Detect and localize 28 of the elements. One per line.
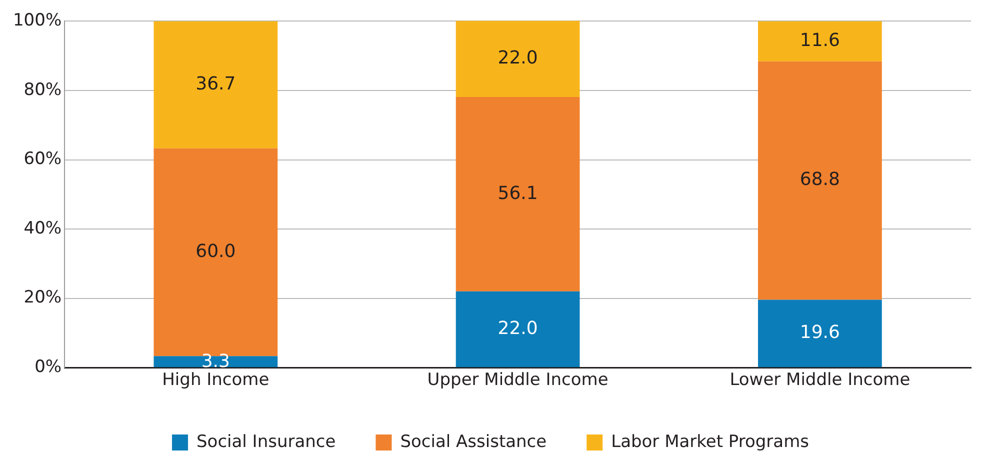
data-label: 56.1 <box>498 182 538 204</box>
bar <box>758 300 882 368</box>
x-tick-label: Upper Middle Income <box>427 370 608 390</box>
data-label: 3.3 <box>201 350 230 372</box>
y-tick-label: 100% <box>12 10 62 31</box>
data-label: 36.7 <box>196 73 236 94</box>
data-label: 22.0 <box>498 48 538 69</box>
data-label: 11.6 <box>800 30 840 51</box>
data-label: 19.6 <box>800 322 840 344</box>
y-tick-label: 0% <box>34 357 62 378</box>
bar <box>456 291 580 368</box>
bar <box>456 97 580 292</box>
bar <box>456 20 580 98</box>
bar <box>758 61 882 300</box>
bar <box>154 21 278 148</box>
bar <box>758 21 882 62</box>
legend-label: Labor Market Programs <box>611 432 810 452</box>
y-tick-label: 20% <box>24 288 62 308</box>
y-tick-label: 40% <box>24 218 62 238</box>
x-tick-label: Lower Middle Income <box>730 370 910 390</box>
y-tick-label: 80% <box>24 80 62 100</box>
legend-label: Social Assistance <box>400 432 547 452</box>
data-label: 68.8 <box>800 169 840 190</box>
data-label: 60.0 <box>196 240 236 262</box>
y-tick-label: 60% <box>24 149 62 170</box>
data-label: 22.0 <box>498 318 538 339</box>
x-tick-label: High Income <box>162 370 270 390</box>
legend-label: Social Insurance <box>196 432 336 452</box>
